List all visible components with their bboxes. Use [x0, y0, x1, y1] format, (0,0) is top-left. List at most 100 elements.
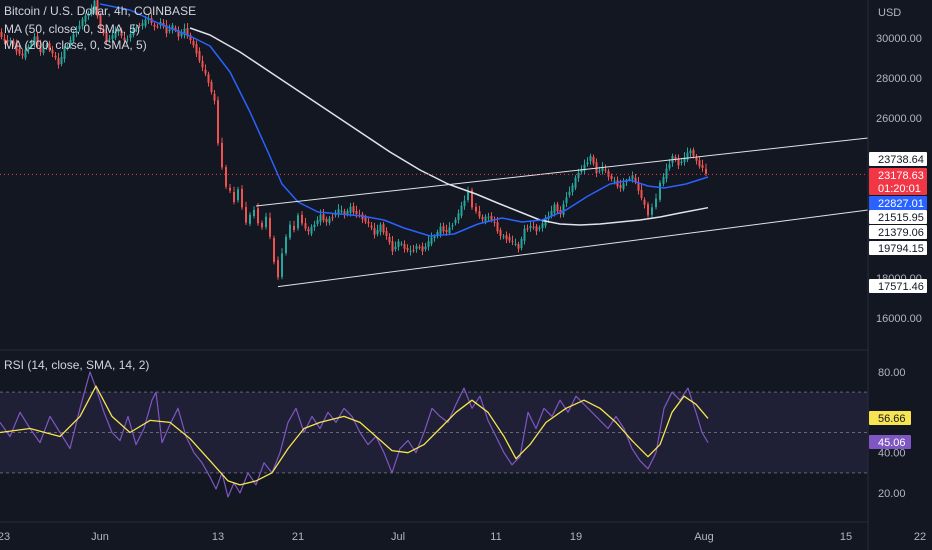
candle-body[interactable]	[3, 38, 6, 41]
candle-body[interactable]	[556, 204, 559, 212]
candle-body[interactable]	[192, 40, 195, 46]
candle-body[interactable]	[24, 49, 27, 58]
candle-body[interactable]	[126, 39, 129, 41]
candle-body[interactable]	[637, 182, 640, 191]
candle-body[interactable]	[541, 223, 544, 228]
price-badge[interactable]: 23738.64	[869, 152, 927, 166]
candle-body[interactable]	[544, 218, 547, 226]
candle-body[interactable]	[580, 169, 583, 172]
candle-body[interactable]	[93, 0, 96, 10]
candle-body[interactable]	[481, 216, 484, 220]
candle-body[interactable]	[517, 244, 520, 249]
candle-body[interactable]	[677, 158, 680, 166]
candle-body[interactable]	[201, 60, 204, 68]
candle-body[interactable]	[448, 227, 451, 233]
candle-body[interactable]	[520, 239, 523, 248]
candle-body[interactable]	[307, 228, 310, 232]
candle-body[interactable]	[701, 165, 704, 168]
candle-body[interactable]	[674, 156, 677, 160]
candle-body[interactable]	[502, 236, 505, 238]
price-pane[interactable]	[0, 0, 869, 288]
candle-body[interactable]	[257, 208, 259, 224]
price-badge[interactable]: 21379.06	[869, 225, 927, 239]
candle-body[interactable]	[634, 177, 637, 182]
ma50-legend[interactable]: MA (50, close, 0, SMA, 5)	[4, 22, 141, 36]
candle-body[interactable]	[421, 246, 424, 252]
candle-body[interactable]	[397, 241, 400, 247]
candle-body[interactable]	[370, 225, 373, 228]
candle-body[interactable]	[364, 217, 367, 222]
symbol-legend[interactable]: Bitcoin / U.S. Dollar, 4h, COINBASE	[4, 4, 197, 18]
rsi-line[interactable]	[0, 371, 709, 498]
candle-body[interactable]	[171, 25, 174, 30]
candle-body[interactable]	[156, 26, 159, 28]
candle-body[interactable]	[174, 27, 177, 30]
candle-body[interactable]	[304, 223, 307, 229]
candle-body[interactable]	[487, 216, 490, 218]
candle-body[interactable]	[21, 53, 24, 56]
candle-body[interactable]	[72, 34, 75, 41]
candle-body[interactable]	[505, 235, 508, 240]
candle-body[interactable]	[412, 250, 415, 252]
candle-body[interactable]	[439, 226, 442, 234]
candle-body[interactable]	[301, 214, 303, 224]
candle-body[interactable]	[586, 162, 589, 165]
candle-body[interactable]	[571, 185, 574, 192]
candle-body[interactable]	[613, 180, 616, 182]
candle-body[interactable]	[391, 241, 394, 252]
candle-body[interactable]	[445, 230, 448, 232]
candle-body[interactable]	[210, 82, 213, 92]
candle-body[interactable]	[467, 192, 469, 200]
candle-body[interactable]	[225, 167, 227, 187]
candle-body[interactable]	[316, 220, 319, 224]
candle-body[interactable]	[562, 204, 565, 215]
candle-body[interactable]	[105, 32, 108, 42]
candle-body[interactable]	[123, 37, 126, 41]
candle-body[interactable]	[289, 224, 291, 238]
candle-body[interactable]	[352, 206, 355, 213]
candle-body[interactable]	[15, 43, 18, 52]
candle-body[interactable]	[297, 215, 299, 229]
price-badge[interactable]: 01:20:01	[869, 181, 927, 195]
candle-body[interactable]	[12, 40, 15, 45]
candle-body[interactable]	[99, 15, 102, 28]
candle-body[interactable]	[265, 216, 267, 228]
candle-body[interactable]	[598, 170, 601, 172]
candle-body[interactable]	[195, 44, 198, 54]
candle-body[interactable]	[322, 214, 325, 221]
candle-body[interactable]	[376, 230, 379, 234]
candle-body[interactable]	[48, 43, 51, 50]
candle-body[interactable]	[610, 176, 613, 179]
candle-body[interactable]	[245, 207, 247, 223]
candle-body[interactable]	[523, 228, 526, 241]
candle-body[interactable]	[165, 25, 168, 34]
candle-body[interactable]	[249, 214, 251, 224]
candle-body[interactable]	[689, 150, 692, 154]
candle-body[interactable]	[577, 172, 580, 179]
candle-body[interactable]	[54, 55, 57, 58]
candle-body[interactable]	[233, 192, 235, 202]
candle-body[interactable]	[18, 49, 21, 54]
candle-body[interactable]	[325, 219, 328, 222]
candle-body[interactable]	[213, 93, 216, 101]
rsi-badge[interactable]: 56.66	[869, 411, 911, 425]
candle-body[interactable]	[433, 236, 436, 239]
candle-body[interactable]	[394, 246, 397, 250]
candle-body[interactable]	[454, 219, 457, 224]
candle-body[interactable]	[442, 226, 445, 232]
candle-body[interactable]	[42, 47, 45, 53]
ma200-legend[interactable]: MA (200, close, 0, SMA, 5)	[4, 38, 147, 52]
candle-body[interactable]	[33, 36, 36, 44]
candle-body[interactable]	[135, 27, 138, 29]
candle-body[interactable]	[589, 156, 592, 161]
candle-body[interactable]	[430, 237, 433, 244]
candle-body[interactable]	[508, 237, 511, 241]
candle-body[interactable]	[261, 222, 263, 228]
candle-body[interactable]	[379, 224, 382, 232]
candle-body[interactable]	[683, 157, 686, 162]
rsi-pane[interactable]	[0, 371, 868, 498]
candle-body[interactable]	[273, 238, 275, 262]
price-badge[interactable]: 21515.95	[869, 210, 927, 224]
candle-body[interactable]	[36, 36, 39, 47]
candle-body[interactable]	[574, 177, 577, 188]
